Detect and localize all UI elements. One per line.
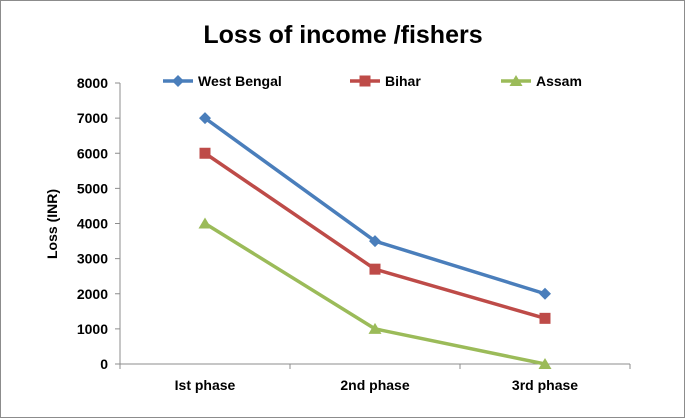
series-bihar	[199, 147, 551, 324]
y-axis-title: Loss (INR)	[44, 189, 60, 259]
y-tick-label: 4000	[77, 216, 108, 232]
data-point-bihar	[539, 312, 551, 324]
x-axis-ticks: Ist phase 2nd phase 3rd phase	[119, 364, 631, 393]
data-point-bihar	[369, 263, 381, 275]
legend-swatch-marker	[172, 75, 184, 87]
x-tick-label: 3rd phase	[512, 377, 578, 393]
legend-label: Bihar	[385, 73, 421, 89]
data-point-west-bengal	[199, 112, 211, 125]
y-tick-label: 6000	[77, 145, 108, 161]
x-tick-label: 2nd phase	[340, 377, 409, 393]
series-assam	[198, 217, 552, 369]
y-tick-label: 3000	[77, 251, 108, 267]
data-point-assam	[538, 358, 552, 369]
y-tick-label: 2000	[77, 286, 108, 302]
axes	[119, 83, 630, 365]
legend: West Bengal Bihar Assam	[163, 73, 582, 89]
y-tick-label: 0	[100, 356, 108, 372]
y-tick-label: 5000	[77, 180, 108, 196]
series-west-bengal	[199, 112, 551, 300]
y-axis-ticks: 0 1000 2000 3000 4000 5000 6000 7000 8000	[77, 75, 120, 372]
legend-item-west-bengal: West Bengal	[163, 73, 282, 89]
y-tick-label: 7000	[77, 110, 108, 126]
data-point-west-bengal	[539, 287, 551, 300]
legend-item-bihar: Bihar	[350, 73, 421, 89]
data-point-assam	[198, 217, 212, 229]
legend-swatch-marker	[359, 75, 371, 87]
chart-title: Loss of income /fishers	[203, 21, 482, 49]
x-tick-label: Ist phase	[175, 377, 236, 393]
data-point-bihar	[199, 147, 211, 159]
series-layer	[198, 112, 552, 369]
legend-swatch-marker	[509, 75, 523, 86]
y-tick-label: 1000	[77, 321, 108, 337]
legend-label: West Bengal	[198, 73, 282, 89]
legend-item-assam: Assam	[501, 73, 582, 89]
y-tick-label: 8000	[77, 75, 108, 91]
data-point-assam	[368, 322, 382, 334]
data-point-west-bengal	[369, 235, 381, 248]
legend-label: Assam	[536, 73, 582, 89]
